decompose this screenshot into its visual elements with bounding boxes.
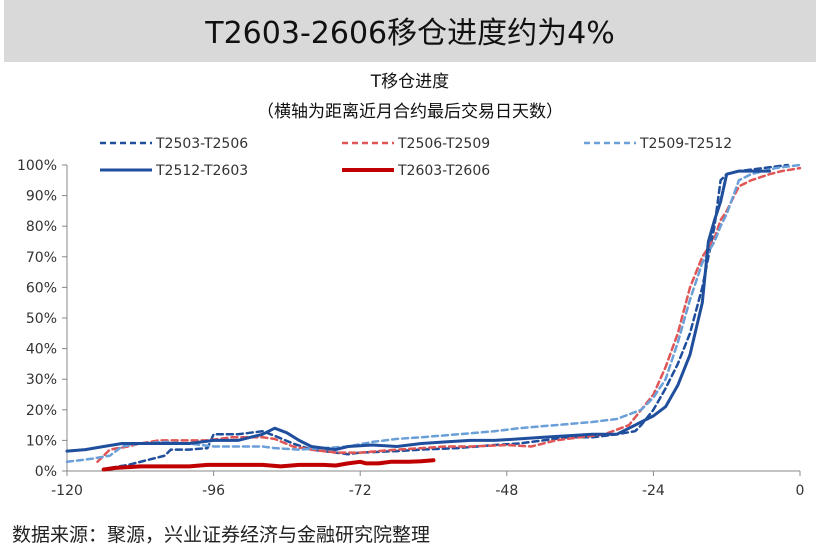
legend-label-1: T2503-T2506	[155, 136, 248, 152]
legend-label-4: T2512-T2603	[155, 163, 248, 179]
series-line-1	[108, 163, 790, 470]
legend-label-3: T2509-T2512	[639, 136, 732, 152]
y-tick-label: 0%	[35, 464, 57, 480]
y-tick-label: 30%	[26, 372, 57, 388]
x-tick-label: 0	[796, 483, 805, 499]
y-tick-label: 60%	[26, 280, 57, 296]
series-line-5	[101, 458, 436, 472]
y-tick-label: 10%	[26, 433, 57, 449]
line-chart: T移仓进度 （横轴为距离近月合约最后交易日天数） 0% 10% 20% 30% 40% 50%…	[17, 72, 805, 499]
series-line-4	[65, 169, 771, 453]
x-tick-label: -72	[349, 483, 372, 499]
source-note: 数据来源：聚源，兴业证券经济与金融研究院整理	[12, 524, 431, 546]
y-tick-label: 100%	[17, 158, 57, 174]
y-tick-label: 90%	[26, 189, 57, 205]
chart-subtitle: （横轴为距离近月合约最后交易日天数）	[257, 102, 563, 122]
x-tick-label: -96	[202, 483, 225, 499]
page-title: T2603-2606移仓进度约为4%	[205, 16, 615, 51]
chart-title: T移仓进度	[370, 72, 449, 92]
x-tick-label: -48	[495, 483, 518, 499]
x-tick-label: -24	[642, 483, 665, 499]
x-tick-label: -120	[51, 483, 83, 499]
y-tick-label: 40%	[26, 342, 57, 358]
legend-label-2: T2506-T2509	[397, 136, 490, 152]
header-banner: T2603-2606移仓进度约为4%	[4, 0, 816, 62]
y-tick-label: 70%	[26, 250, 57, 266]
legend-label-5: T2603-T2606	[397, 163, 490, 179]
y-tick-label: 80%	[26, 219, 57, 235]
y-tick-label: 20%	[26, 403, 57, 419]
series-line-3	[65, 163, 802, 464]
y-tick-label: 50%	[26, 311, 57, 327]
